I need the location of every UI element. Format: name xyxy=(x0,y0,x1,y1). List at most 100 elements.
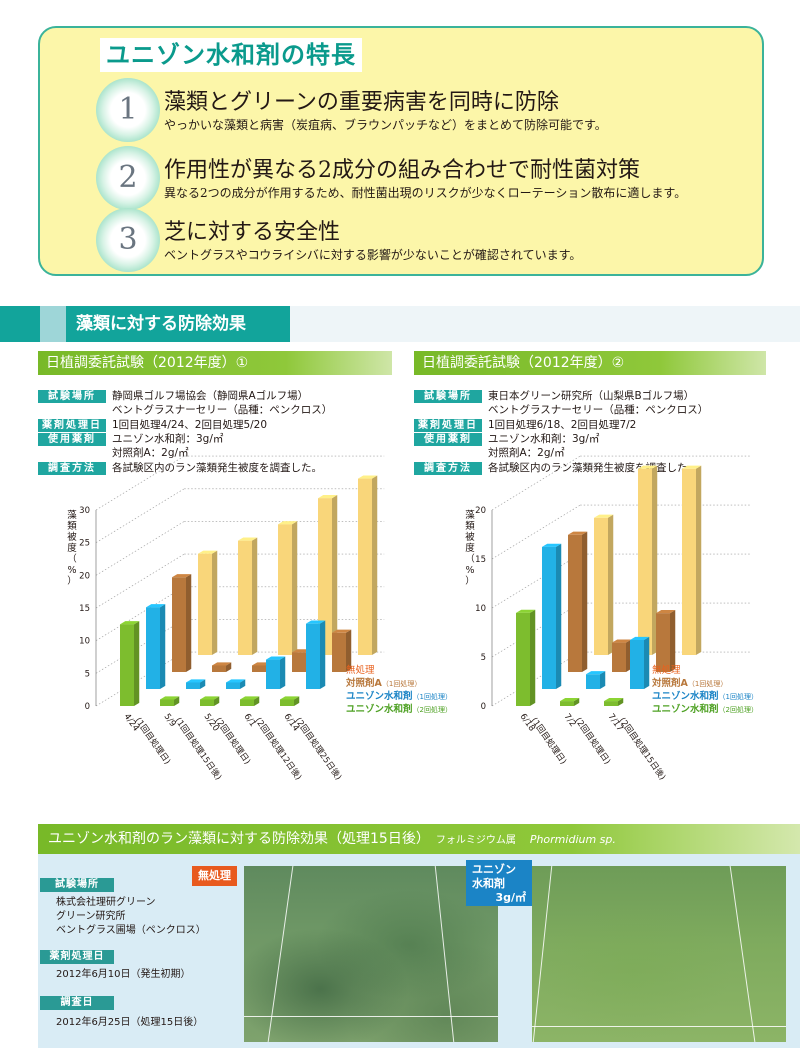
chart-2-ylabel-char: 藻 xyxy=(465,509,475,521)
chart-1-bar xyxy=(252,665,266,672)
trial-1-date-line: 1回目処理4/24、2回目処理5/20 xyxy=(112,419,268,431)
chart-1-bar-top xyxy=(212,662,232,666)
chart-2-ytick-label: 10 xyxy=(475,604,486,614)
chart-1-bar xyxy=(226,682,240,689)
chart-1-bar-side xyxy=(294,696,300,706)
chart-2-ylabel-char: 被 xyxy=(465,531,475,543)
photo-tag-survey: 調査日 xyxy=(40,996,114,1010)
chart-2-bar-side xyxy=(530,609,536,706)
chart-2-bar-top xyxy=(560,697,580,702)
chart-1-bar xyxy=(238,540,252,655)
chart-2-legend-label: 対照剤A（1回処理） xyxy=(651,677,727,689)
chart-2-bar-top xyxy=(568,531,588,535)
trial-1-agent-line-2: 対照剤A：2g/㎡ xyxy=(112,447,189,459)
chart-1-bar-side xyxy=(252,537,258,655)
chart-2-bar xyxy=(604,701,618,706)
chart-1-bar-top xyxy=(278,521,298,525)
chart-1-bar xyxy=(332,632,346,672)
photo-location-line-3: ベントグラス圃場（ペンクロス） xyxy=(56,925,206,936)
chart-1-bar xyxy=(318,498,332,655)
photo-untreated xyxy=(244,866,498,1042)
chart-1-bar-top xyxy=(358,475,378,479)
chart-2-bar-side xyxy=(556,543,562,689)
chart-2-bar xyxy=(594,517,608,655)
chart-2-bar xyxy=(586,674,600,689)
feature-heading-3: 芝に対する安全性 xyxy=(164,220,341,245)
chart-2-bar-side xyxy=(670,610,676,672)
chart-1-ytick-label: 30 xyxy=(79,506,90,516)
photo-location-line-2: グリーン研究所 xyxy=(56,911,126,922)
trial-2-date-line: 1回目処理6/18、2回目処理7/2 xyxy=(488,419,637,431)
chart-2-bar xyxy=(612,642,626,672)
trial-2-location-line-1: 東日本グリーン研究所（山梨県Bゴルフ場） xyxy=(488,390,695,402)
chart-2-ytick-label: 5 xyxy=(481,653,486,663)
chart-2-bar xyxy=(560,701,574,706)
feature-number-2: 2 xyxy=(96,146,160,210)
section-bar-accent xyxy=(0,306,40,342)
trial-1-location-line-2: ベントグラスナーセリー（品種：ペンクロス） xyxy=(112,404,333,416)
section-title: 藻類に対する防除効果 xyxy=(66,306,290,342)
photo-section-species: フォルミジウム属 xyxy=(435,835,516,846)
photo-treated-label: ユニゾン 水和剤 3g/㎡ xyxy=(466,860,532,906)
feature-heading-2: 作用性が異なる2成分の組み合わせで耐性菌対策 xyxy=(164,158,640,183)
chart-1-ytick-label: 5 xyxy=(85,669,90,679)
chart-2-bar-top xyxy=(630,636,650,640)
chart-2-ytick-label: 20 xyxy=(475,506,486,516)
chart-1-ytick-label: 15 xyxy=(79,604,90,614)
features-box: ユニゾン水和剤の特長 1 藻類とグリーンの重要病害を同時に防除 やっかいな藻類と… xyxy=(38,26,764,276)
photo-section-species-latin: Phormidium sp. xyxy=(529,833,616,846)
chart-2-bar xyxy=(638,468,652,655)
chart-2-bar xyxy=(542,546,556,689)
chart-1-bar xyxy=(200,699,214,706)
chart-2-ylabel-char: % xyxy=(465,565,474,576)
photo-treated-line-2 xyxy=(729,866,756,1042)
photo-tag-location: 試験場所 xyxy=(40,878,114,892)
chart-1-bar-top xyxy=(200,696,220,700)
chart-2-ylabel-char: 度 xyxy=(465,542,475,554)
chart-2-bar xyxy=(568,534,582,672)
chart-1-bar-side xyxy=(200,679,206,689)
chart-2-legend-label: ユニゾン水和剤（1回処理） xyxy=(652,690,758,702)
photo-treated-label-line-2: 水和剤 xyxy=(472,877,505,890)
chart-1-ylabel-char: （ xyxy=(67,553,77,565)
trial-2-tag-location: 試験場所 xyxy=(414,390,482,403)
chart-2-bar-side xyxy=(652,465,658,655)
chart-1-bar xyxy=(198,553,212,655)
chart-2-bar-side xyxy=(696,465,702,655)
chart-1-bar xyxy=(278,524,292,655)
chart-1-bar xyxy=(358,478,372,655)
trial-2-title: 日植調委託試験（2012年度）② xyxy=(414,351,766,375)
chart-2-legend-note: （1回処理） xyxy=(688,679,727,688)
chart-2-category-label: (2回目処理15日後) xyxy=(617,715,668,782)
chart-1-bar-side xyxy=(372,475,378,655)
trial-1-tag-date: 薬剤処理日 xyxy=(38,419,106,432)
trial-1-location-line-1: 静岡県ゴルフ場協会（静岡県Aゴルフ場） xyxy=(112,390,309,402)
photo-location-line-1: 株式会社理研グリーン xyxy=(56,897,156,908)
chart-1-bar-top xyxy=(240,696,260,700)
feature-number-1: 1 xyxy=(96,78,160,142)
chart-2-bar-top xyxy=(586,671,606,675)
chart-1-bar xyxy=(146,607,160,689)
chart-2-ytick-label: 0 xyxy=(481,702,486,712)
photo-treated-label-line-1: ユニゾン xyxy=(472,863,516,876)
chart-2-bar-side xyxy=(582,531,588,672)
chart-2-legend-note: （2回処理） xyxy=(719,705,758,714)
photo-treated-label-line-3: 3g/㎡ xyxy=(495,891,526,904)
chart-1-bar xyxy=(306,623,320,689)
chart-1-bar-side xyxy=(254,696,260,706)
chart-2-bar-top xyxy=(612,639,632,643)
chart-2-bar-side xyxy=(600,671,606,689)
chart-1-legend-label: 対照剤A（1回処理） xyxy=(345,677,421,689)
chart-2-gridline-side xyxy=(491,651,581,707)
chart-1-bar-side xyxy=(134,621,140,706)
chart-1-bar-side xyxy=(320,620,326,689)
chart-1-ylabel-char: 藻 xyxy=(67,509,77,521)
photo-section-title: ユニゾン水和剤のラン藻類に対する防除効果 xyxy=(48,831,328,847)
trial-2-location-line-2: ベントグラスナーセリー（品種：ペンクロス） xyxy=(488,404,709,416)
chart-1-bar xyxy=(240,699,254,706)
chart-2-ylabel-char: （ xyxy=(465,553,475,565)
chart-1-bar-top xyxy=(226,679,246,683)
chart-1-legend-note: （1回処理） xyxy=(382,679,421,688)
chart-2-bar-top xyxy=(656,610,676,614)
